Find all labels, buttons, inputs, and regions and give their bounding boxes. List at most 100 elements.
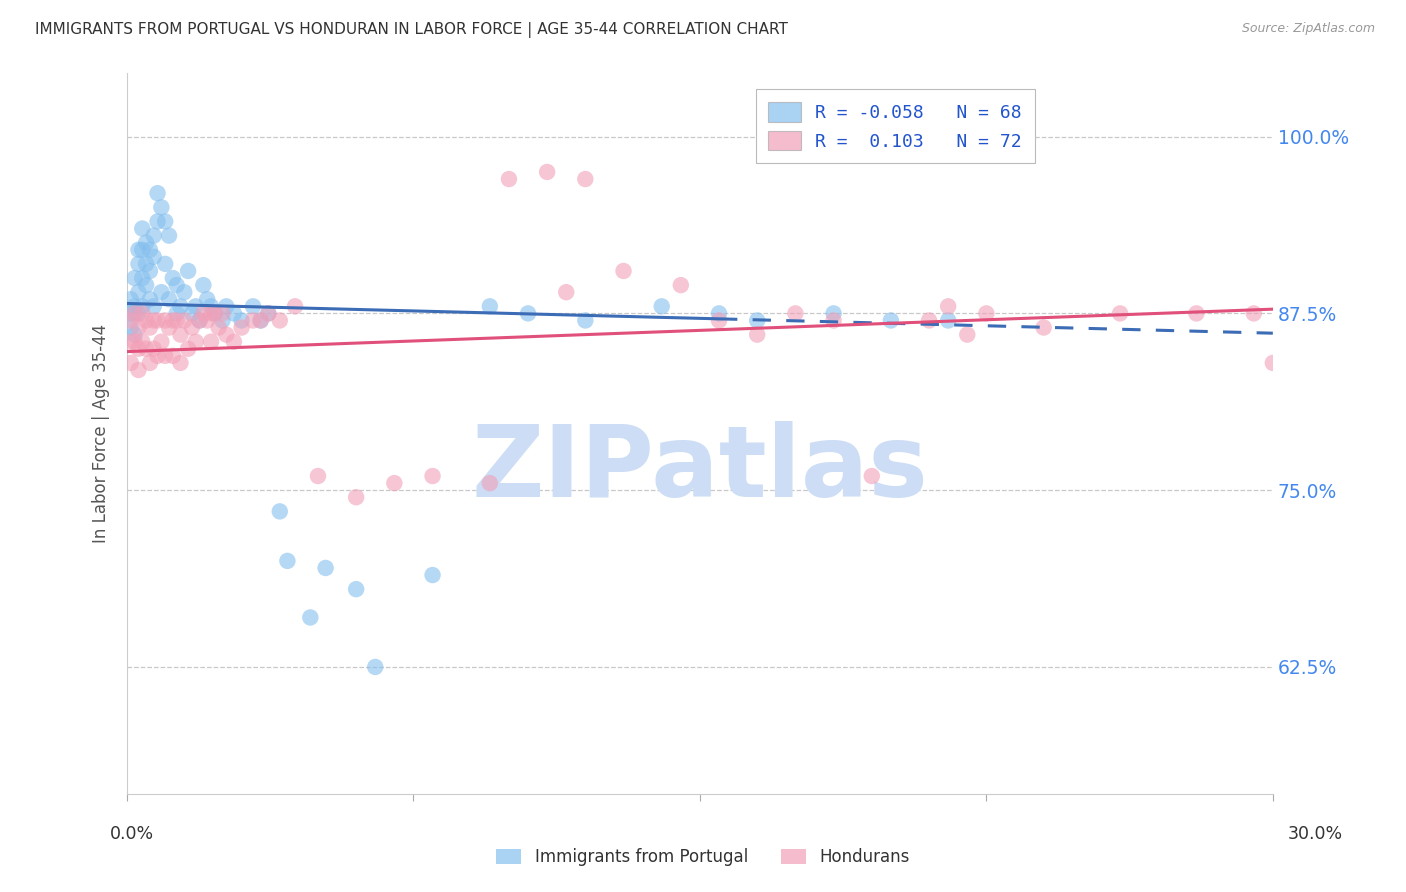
Point: [188, 313, 211, 327]
Point: [131, 271, 153, 285]
Point: [936, 299, 959, 313]
Point: [478, 299, 501, 313]
Text: IMMIGRANTS FROM PORTUGAL VS HONDURAN IN LABOR FORCE | AGE 35-44 CORRELATION CHAR: IMMIGRANTS FROM PORTUGAL VS HONDURAN IN …: [35, 22, 787, 38]
Point: [150, 200, 173, 214]
Point: [120, 292, 142, 306]
Point: [211, 306, 233, 320]
Point: [299, 610, 322, 624]
Point: [269, 504, 291, 518]
Point: [120, 334, 142, 349]
Point: [124, 306, 146, 320]
Point: [127, 285, 149, 300]
Point: [153, 214, 176, 228]
Point: [177, 264, 200, 278]
Point: [142, 313, 165, 327]
Point: [1243, 306, 1265, 320]
Legend: R = -0.058   N = 68, R =  0.103   N = 72: R = -0.058 N = 68, R = 0.103 N = 72: [756, 89, 1035, 163]
Point: [177, 342, 200, 356]
Point: [157, 228, 180, 243]
Point: [276, 554, 298, 568]
Point: [135, 257, 157, 271]
Point: [124, 271, 146, 285]
Point: [956, 327, 979, 342]
Point: [181, 306, 204, 320]
Point: [344, 490, 367, 504]
Point: [146, 214, 169, 228]
Point: [242, 299, 264, 313]
Point: [215, 327, 238, 342]
Point: [153, 349, 176, 363]
Point: [517, 306, 540, 320]
Point: [242, 313, 264, 327]
Point: [127, 306, 149, 320]
Point: [169, 299, 191, 313]
Point: [422, 568, 444, 582]
Point: [184, 299, 207, 313]
Point: [166, 278, 188, 293]
Point: [249, 313, 271, 327]
Point: [208, 320, 231, 334]
Point: [1109, 306, 1132, 320]
Point: [222, 334, 245, 349]
Point: [498, 172, 520, 186]
Point: [364, 660, 387, 674]
Point: [127, 342, 149, 356]
Point: [153, 257, 176, 271]
Point: [555, 285, 578, 300]
Point: [146, 313, 169, 327]
Point: [478, 476, 501, 491]
Point: [215, 299, 238, 313]
Point: [135, 278, 157, 293]
Point: [150, 285, 173, 300]
Point: [211, 313, 233, 327]
Point: [422, 469, 444, 483]
Point: [139, 320, 162, 334]
Point: [747, 327, 769, 342]
Point: [1261, 356, 1284, 370]
Point: [146, 186, 169, 201]
Point: [127, 243, 149, 257]
Point: [135, 235, 157, 250]
Point: [1185, 306, 1208, 320]
Point: [880, 313, 903, 327]
Point: [162, 271, 184, 285]
Point: [124, 306, 146, 320]
Point: [146, 349, 169, 363]
Text: ZIPatlas: ZIPatlas: [471, 421, 928, 518]
Point: [315, 561, 337, 575]
Text: 0.0%: 0.0%: [110, 825, 153, 843]
Point: [120, 313, 142, 327]
Point: [181, 320, 204, 334]
Point: [142, 299, 165, 313]
Point: [131, 299, 153, 313]
Point: [153, 313, 176, 327]
Point: [785, 306, 807, 320]
Point: [204, 306, 226, 320]
Point: [166, 306, 188, 320]
Point: [536, 165, 558, 179]
Point: [135, 313, 157, 327]
Point: [166, 313, 188, 327]
Point: [257, 306, 280, 320]
Point: [269, 313, 291, 327]
Point: [169, 327, 191, 342]
Point: [124, 334, 146, 349]
Point: [936, 313, 959, 327]
Point: [142, 342, 165, 356]
Point: [131, 243, 153, 257]
Point: [200, 299, 222, 313]
Point: [918, 313, 941, 327]
Point: [139, 243, 162, 257]
Point: [284, 299, 307, 313]
Point: [120, 356, 142, 370]
Point: [124, 327, 146, 342]
Point: [131, 306, 153, 320]
Point: [231, 313, 253, 327]
Point: [257, 306, 280, 320]
Point: [142, 228, 165, 243]
Point: [195, 313, 218, 327]
Point: [142, 250, 165, 264]
Point: [707, 313, 730, 327]
Point: [124, 299, 146, 313]
Point: [651, 299, 673, 313]
